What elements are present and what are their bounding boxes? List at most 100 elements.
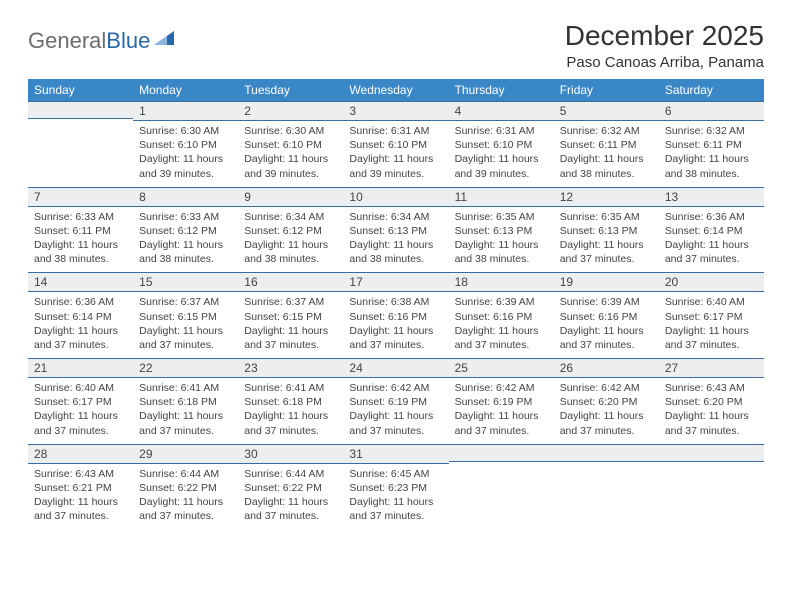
- day-number: 25: [449, 358, 554, 378]
- daylight-line: Daylight: 11 hours and 37 minutes.: [244, 325, 328, 351]
- daylight-line: Daylight: 11 hours and 37 minutes.: [349, 325, 433, 351]
- day-details: Sunrise: 6:36 AMSunset: 6:14 PMDaylight:…: [659, 207, 764, 273]
- calendar-cell: 4Sunrise: 6:31 AMSunset: 6:10 PMDaylight…: [449, 101, 554, 187]
- calendar-cell: 8Sunrise: 6:33 AMSunset: 6:12 PMDaylight…: [133, 187, 238, 273]
- day-number: 12: [554, 187, 659, 207]
- empty-day-header: [659, 444, 764, 462]
- day-number: 10: [343, 187, 448, 207]
- sunrise-line: Sunrise: 6:38 AM: [349, 296, 429, 308]
- col-header-thursday: Thursday: [449, 79, 554, 101]
- calendar-cell: 28Sunrise: 6:43 AMSunset: 6:21 PMDayligh…: [28, 444, 133, 530]
- day-details: Sunrise: 6:41 AMSunset: 6:18 PMDaylight:…: [133, 378, 238, 444]
- calendar-cell: 27Sunrise: 6:43 AMSunset: 6:20 PMDayligh…: [659, 358, 764, 444]
- sunrise-line: Sunrise: 6:39 AM: [455, 296, 535, 308]
- sunset-line: Sunset: 6:10 PM: [349, 139, 427, 151]
- calendar-cell: [659, 444, 764, 530]
- sunrise-line: Sunrise: 6:30 AM: [244, 125, 324, 137]
- calendar-cell: 30Sunrise: 6:44 AMSunset: 6:22 PMDayligh…: [238, 444, 343, 530]
- day-number: 14: [28, 272, 133, 292]
- empty-day-header: [449, 444, 554, 462]
- calendar-cell: 5Sunrise: 6:32 AMSunset: 6:11 PMDaylight…: [554, 101, 659, 187]
- empty-day-header: [28, 101, 133, 119]
- daylight-line: Daylight: 11 hours and 37 minutes.: [139, 325, 223, 351]
- day-details: Sunrise: 6:36 AMSunset: 6:14 PMDaylight:…: [28, 292, 133, 358]
- calendar-cell: 19Sunrise: 6:39 AMSunset: 6:16 PMDayligh…: [554, 272, 659, 358]
- calendar-row: 7Sunrise: 6:33 AMSunset: 6:11 PMDaylight…: [28, 187, 764, 273]
- sunset-line: Sunset: 6:20 PM: [560, 396, 638, 408]
- location-label: Paso Canoas Arriba, Panama: [565, 54, 764, 71]
- sunset-line: Sunset: 6:11 PM: [560, 139, 637, 151]
- day-number: 30: [238, 444, 343, 464]
- sunset-line: Sunset: 6:20 PM: [665, 396, 743, 408]
- calendar-cell: [554, 444, 659, 530]
- daylight-line: Daylight: 11 hours and 37 minutes.: [139, 410, 223, 436]
- daylight-line: Daylight: 11 hours and 38 minutes.: [244, 239, 328, 265]
- sunrise-line: Sunrise: 6:43 AM: [34, 468, 114, 480]
- calendar-row: 1 Sunrise: 6:30 AM Sunset: 6:10 PM Daylight…: [28, 101, 764, 187]
- sunset-line: Sunset: 6:13 PM: [349, 225, 427, 237]
- brand-text: GeneralBlue: [28, 28, 150, 54]
- day-details: Sunrise: 6:44 AMSunset: 6:22 PMDaylight:…: [238, 464, 343, 530]
- col-header-friday: Friday: [554, 79, 659, 101]
- sunset-line: Sunset: 6:11 PM: [34, 225, 111, 237]
- sunset-line: Sunset: 6:10 PM: [244, 139, 322, 151]
- sunrise-line: Sunrise: 6:41 AM: [139, 382, 219, 394]
- day-number: 3: [343, 101, 448, 121]
- col-header-saturday: Saturday: [659, 79, 764, 101]
- day-number: 21: [28, 358, 133, 378]
- daylight-line: Daylight: 11 hours and 39 minutes.: [139, 153, 223, 179]
- sunset-line: Sunset: 6:11 PM: [665, 139, 742, 151]
- sunrise-line: Sunrise: 6:45 AM: [349, 468, 429, 480]
- sunset-line: Sunset: 6:16 PM: [349, 311, 427, 323]
- daylight-line: Daylight: 11 hours and 37 minutes.: [34, 410, 118, 436]
- day-details: Sunrise: 6:31 AM Sunset: 6:10 PM Daylight:…: [343, 121, 448, 187]
- day-details: Sunrise: 6:31 AMSunset: 6:10 PMDaylight:…: [449, 121, 554, 187]
- day-number: 7: [28, 187, 133, 207]
- sunrise-line: Sunrise: 6:43 AM: [665, 382, 745, 394]
- sunrise-line: Sunrise: 6:36 AM: [665, 211, 745, 223]
- calendar-cell: 9Sunrise: 6:34 AMSunset: 6:12 PMDaylight…: [238, 187, 343, 273]
- day-details: Sunrise: 6:43 AMSunset: 6:20 PMDaylight:…: [659, 378, 764, 444]
- daylight-line: Daylight: 11 hours and 37 minutes.: [244, 410, 328, 436]
- col-header-tuesday: Tuesday: [238, 79, 343, 101]
- calendar-head: SundayMondayTuesdayWednesdayThursdayFrid…: [28, 79, 764, 101]
- day-number: 11: [449, 187, 554, 207]
- calendar-cell: 18Sunrise: 6:39 AMSunset: 6:16 PMDayligh…: [449, 272, 554, 358]
- daylight-line: Daylight: 11 hours and 39 minutes.: [349, 153, 433, 179]
- sunrise-line: Sunrise: 6:42 AM: [349, 382, 429, 394]
- day-details: Sunrise: 6:30 AMSunset: 6:10 PMDaylight:…: [133, 121, 238, 187]
- sunrise-line: Sunrise: 6:31 AM: [349, 125, 429, 137]
- sunset-line: Sunset: 6:18 PM: [244, 396, 322, 408]
- day-number: 28: [28, 444, 133, 464]
- day-details: Sunrise: 6:39 AMSunset: 6:16 PMDaylight:…: [554, 292, 659, 358]
- header: GeneralBlue December 2025 Paso Canoas Ar…: [28, 20, 764, 71]
- daylight-line: Daylight: 11 hours and 37 minutes.: [349, 410, 433, 436]
- calendar-cell: 12Sunrise: 6:35 AMSunset: 6:13 PMDayligh…: [554, 187, 659, 273]
- day-details: Sunrise: 6:30 AM Sunset: 6:10 PM Daylight:…: [238, 121, 343, 187]
- daylight-line: Daylight: 11 hours and 37 minutes.: [139, 496, 223, 522]
- daylight-line: Daylight: 11 hours and 37 minutes.: [34, 325, 118, 351]
- sunset-line: Sunset: 6:14 PM: [665, 225, 743, 237]
- daylight-line: Daylight: 11 hours and 37 minutes.: [34, 496, 118, 522]
- day-details: Sunrise: 6:32 AMSunset: 6:11 PMDaylight:…: [659, 121, 764, 187]
- sunset-line: Sunset: 6:15 PM: [139, 311, 217, 323]
- day-number: 13: [659, 187, 764, 207]
- calendar-cell: [28, 101, 133, 187]
- day-details: Sunrise: 6:37 AMSunset: 6:15 PMDaylight:…: [133, 292, 238, 358]
- sunrise-line: Sunrise: 6:40 AM: [34, 382, 114, 394]
- day-number: 26: [554, 358, 659, 378]
- daylight-line: Daylight: 11 hours and 37 minutes.: [455, 325, 539, 351]
- daylight-line: Daylight: 11 hours and 38 minutes.: [455, 239, 539, 265]
- sunset-line: Sunset: 6:17 PM: [34, 396, 112, 408]
- day-number: 1: [133, 101, 238, 121]
- day-number: 27: [659, 358, 764, 378]
- sunrise-line: Sunrise: 6:30 AM: [139, 125, 219, 137]
- calendar-cell: 21 Sunrise: 6:40 AM Sunset: 6:17 PM Dayligh…: [28, 358, 133, 444]
- day-number: 2: [238, 101, 343, 121]
- sunrise-line: Sunrise: 6:37 AM: [244, 296, 324, 308]
- daylight-line: Daylight: 11 hours and 38 minutes.: [560, 153, 644, 179]
- sunrise-line: Sunrise: 6:42 AM: [560, 382, 640, 394]
- daylight-line: Daylight: 11 hours and 39 minutes.: [244, 153, 328, 179]
- sunset-line: Sunset: 6:10 PM: [455, 139, 533, 151]
- daylight-line: Daylight: 11 hours and 38 minutes.: [139, 239, 223, 265]
